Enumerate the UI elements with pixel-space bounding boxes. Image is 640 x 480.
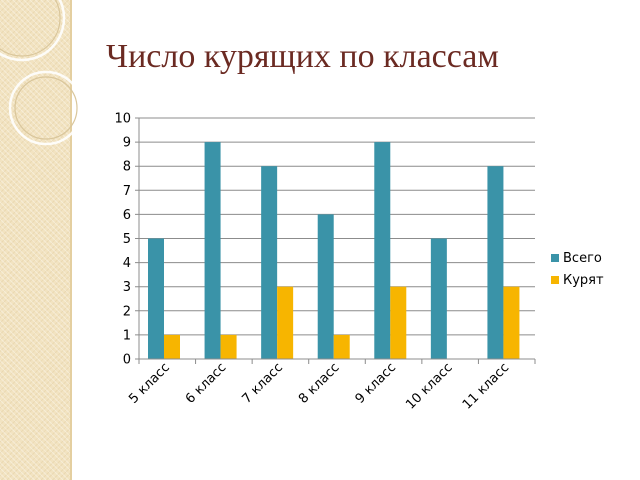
x-tick-label: 8 класс bbox=[296, 360, 343, 407]
y-tick-label: 5 bbox=[123, 232, 131, 247]
bar-total bbox=[261, 166, 278, 359]
bar-total bbox=[487, 166, 504, 359]
bar-smoking bbox=[390, 286, 407, 359]
side-band-divider bbox=[70, 0, 72, 480]
y-tick-label: 3 bbox=[123, 280, 131, 295]
x-tick-label: 11 класс bbox=[460, 360, 512, 412]
bar-smoking bbox=[220, 334, 237, 359]
y-tick-label: 8 bbox=[123, 160, 131, 175]
x-tick-label: 5 класс bbox=[126, 360, 173, 407]
x-tick-label: 9 класс bbox=[353, 360, 400, 407]
x-tick-label: 6 класс bbox=[183, 360, 230, 407]
legend-swatch-total bbox=[551, 254, 559, 262]
bar-smoking bbox=[333, 334, 350, 359]
legend-item-smoking: Курят bbox=[551, 269, 604, 291]
legend-swatch-smoking bbox=[551, 276, 559, 284]
bar-total bbox=[204, 142, 221, 359]
slide-title: Число курящих по классам bbox=[106, 38, 499, 75]
y-tick-label: 10 bbox=[114, 112, 131, 127]
bar-total bbox=[430, 238, 447, 359]
chart-legend: Всего Курят bbox=[551, 247, 604, 291]
bar-smoking bbox=[503, 286, 520, 359]
bar-total bbox=[148, 238, 164, 359]
y-tick-label: 4 bbox=[123, 256, 131, 271]
y-tick-label: 2 bbox=[123, 304, 131, 319]
legend-item-total: Всего bbox=[551, 247, 604, 269]
bar-smoking bbox=[164, 334, 180, 359]
legend-label-total: Всего bbox=[563, 250, 602, 266]
bar-smoking bbox=[277, 286, 294, 359]
x-tick-label: 7 класс bbox=[239, 360, 286, 407]
y-tick-label: 6 bbox=[123, 208, 131, 223]
legend-label-smoking: Курят bbox=[563, 272, 604, 288]
y-tick-label: 9 bbox=[123, 136, 131, 151]
y-tick-label: 1 bbox=[123, 328, 131, 343]
y-tick-label: 7 bbox=[123, 184, 131, 199]
bar-total bbox=[317, 214, 334, 359]
bar-total bbox=[374, 142, 391, 359]
x-tick-label: 10 класс bbox=[403, 360, 455, 412]
y-tick-label: 0 bbox=[123, 353, 131, 368]
decorative-rings bbox=[0, 0, 84, 146]
